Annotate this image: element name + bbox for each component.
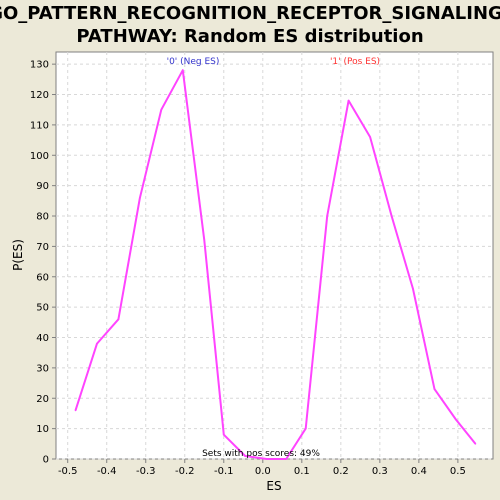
x-tick-label: 0.2 <box>333 466 349 477</box>
y-tick-label: 50 <box>36 303 49 314</box>
data-point <box>326 215 328 217</box>
y-tick-label: 20 <box>36 394 49 405</box>
data-point <box>182 69 184 72</box>
y-axis-label: P(ES) <box>11 239 25 271</box>
x-tick-label: -0.5 <box>58 466 78 477</box>
x-tick-label: 0.5 <box>450 466 466 477</box>
y-tick-label: 0 <box>43 455 49 466</box>
y-tick-label: 100 <box>30 151 49 162</box>
x-tick-label: -0.4 <box>97 466 117 477</box>
x-axis-ticks: -0.5 -0.4 -0.3 -0.2 -0.1 0.0 0.1 0.2 0.3 0.4 0.5 <box>58 459 466 477</box>
x-tick-label: 0.3 <box>372 466 388 477</box>
y-tick-label: 10 <box>36 424 49 435</box>
pos-es-label: '1' (Pos ES) <box>330 57 380 67</box>
data-point <box>96 342 98 345</box>
x-tick-label: 0.1 <box>294 466 310 477</box>
pos-scores-note: Sets with pos scores: 49% <box>202 449 320 459</box>
x-axis-label: ES <box>266 479 281 493</box>
data-point <box>474 443 477 445</box>
data-point <box>203 239 206 242</box>
neg-es-label: '0' (Neg ES) <box>167 57 220 67</box>
data-point <box>117 318 120 321</box>
data-point <box>160 108 163 111</box>
data-point <box>74 409 77 412</box>
y-tick-label: 120 <box>30 90 49 101</box>
chart-title-line-1: GO_PATTERN_RECOGNITION_RECEPTOR_SIGNALIN… <box>0 3 500 24</box>
es-distribution-line <box>74 69 477 460</box>
data-point <box>285 458 288 460</box>
data-point <box>390 215 393 217</box>
data-point <box>244 455 247 457</box>
y-tick-label: 30 <box>36 363 49 374</box>
data-point <box>347 99 350 102</box>
data-point <box>139 196 141 199</box>
data-point <box>265 458 268 460</box>
grid-lines <box>56 52 493 460</box>
data-point <box>455 418 457 421</box>
y-tick-label: 130 <box>30 60 49 71</box>
data-point <box>222 433 225 436</box>
chart-title-line-2: PATHWAY: Random ES distribution <box>76 26 423 47</box>
y-tick-label: 80 <box>36 212 49 223</box>
x-tick-label: -0.3 <box>136 466 156 477</box>
data-point <box>433 388 436 390</box>
data-point <box>412 288 414 290</box>
y-axis-ticks: 0 10 20 30 40 50 60 70 80 90 100 110 120 130 <box>30 60 56 466</box>
data-point <box>304 427 307 430</box>
y-tick-label: 70 <box>36 242 49 253</box>
y-tick-label: 110 <box>30 120 49 131</box>
y-tick-label: 90 <box>36 181 49 192</box>
x-tick-label: -0.2 <box>175 466 195 477</box>
x-tick-label: -0.1 <box>214 466 234 477</box>
x-tick-label: 0.0 <box>255 466 271 477</box>
y-tick-label: 60 <box>36 272 49 283</box>
data-points <box>74 69 477 460</box>
x-tick-label: 0.4 <box>411 466 427 477</box>
data-point <box>369 136 371 138</box>
y-tick-label: 40 <box>36 333 49 344</box>
